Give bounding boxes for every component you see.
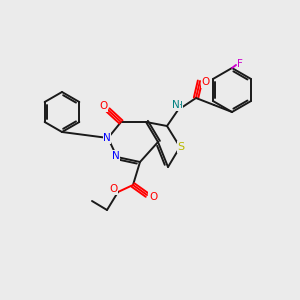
Text: O: O	[99, 101, 107, 111]
Text: N: N	[112, 151, 120, 161]
Text: O: O	[109, 184, 117, 194]
Text: S: S	[177, 142, 184, 152]
Text: N: N	[172, 100, 180, 110]
Text: O: O	[149, 192, 157, 202]
Text: N: N	[103, 133, 111, 143]
Text: H: H	[176, 100, 182, 109]
Text: F: F	[237, 59, 243, 69]
Text: O: O	[202, 77, 210, 87]
